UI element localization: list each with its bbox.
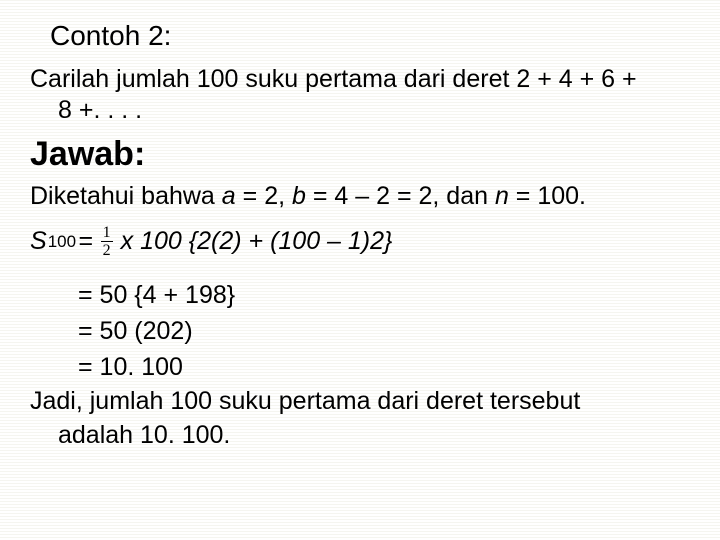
answer-heading: Jawab:: [30, 135, 690, 174]
a-value: = 2,: [236, 182, 292, 210]
equals-1: =: [78, 227, 93, 256]
var-a: a: [222, 182, 236, 210]
var-b: b: [292, 182, 306, 210]
n-value: = 100.: [509, 182, 586, 210]
step-3: = 10. 100: [78, 349, 690, 385]
fraction-half: 1 2: [101, 225, 113, 259]
problem-line-1: Carilah jumlah 100 suku pertama dari der…: [30, 64, 690, 95]
symbol-S: S: [30, 227, 47, 256]
problem-line-2: 8 +. . . .: [30, 95, 690, 126]
known-values: Diketahui bahwa a = 2, b = 4 – 2 = 2, da…: [30, 182, 690, 211]
var-n: n: [495, 182, 509, 210]
b-value: = 4 – 2 = 2, dan: [306, 182, 495, 210]
step-2: = 50 (202): [78, 313, 690, 349]
formula-line: S100= 1 2 x 100 {2(2) + (100 – 1)2}: [30, 225, 690, 259]
step-1: = 50 {4 + 198}: [78, 277, 690, 313]
conclusion-line-2: adalah 10. 100.: [30, 419, 690, 453]
fraction-den: 2: [101, 241, 113, 259]
conclusion-line-1: Jadi, jumlah 100 suku pertama dari deret…: [30, 385, 690, 419]
subscript-100: 100: [48, 232, 76, 252]
known-prefix: Diketahui bahwa: [30, 182, 222, 210]
conclusion: Jadi, jumlah 100 suku pertama dari deret…: [30, 385, 690, 453]
problem-statement: Carilah jumlah 100 suku pertama dari der…: [30, 64, 690, 127]
calculation-steps: = 50 {4 + 198} = 50 (202) = 10. 100: [78, 277, 690, 386]
example-title: Contoh 2:: [50, 20, 690, 52]
formula-rest: x 100 {2(2) + (100 – 1)2}: [121, 227, 393, 256]
fraction-num: 1: [101, 225, 113, 241]
